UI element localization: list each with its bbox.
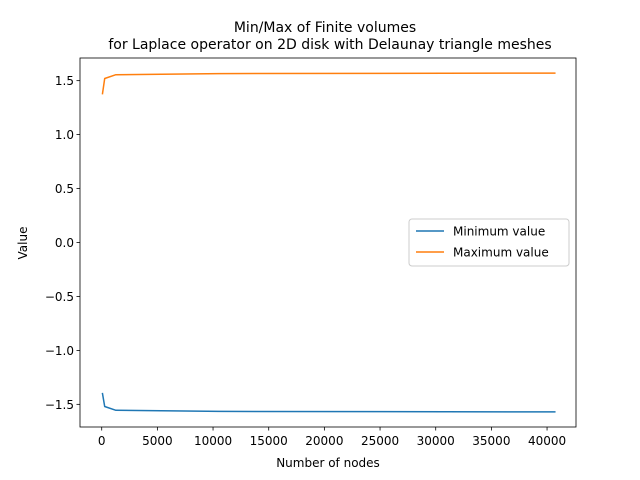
chart-subtitle: for Laplace operator on 2D disk with Del… bbox=[108, 37, 551, 53]
x-tick-label: 15000 bbox=[250, 434, 288, 448]
series-layer bbox=[101, 72, 556, 413]
y-tick-label: −1.5 bbox=[45, 398, 74, 412]
x-axis: 0 5000 10000 15000 20000 25000 30000 35000 40000 bbox=[98, 427, 566, 448]
y-tick-label: 1.5 bbox=[55, 74, 74, 88]
x-tick-label: 0 bbox=[98, 434, 106, 448]
legend-box bbox=[408, 218, 570, 267]
x-tick-label: 20000 bbox=[305, 434, 343, 448]
chart-title: Min/Max of Finite volumes bbox=[234, 20, 416, 36]
y-tick-label: −0.5 bbox=[45, 290, 74, 304]
legend: Minimum value Maximum value bbox=[408, 218, 570, 267]
x-tick-label: 10000 bbox=[194, 434, 232, 448]
x-axis-label: Number of nodes bbox=[276, 456, 380, 470]
y-tick-label: 0.5 bbox=[55, 182, 74, 196]
y-tick-label: −1.0 bbox=[45, 344, 74, 358]
x-tick-label: 30000 bbox=[417, 434, 455, 448]
series-line-minimum bbox=[101, 392, 556, 413]
x-tick-label: 5000 bbox=[142, 434, 173, 448]
legend-label: Maximum value bbox=[453, 246, 549, 260]
legend-label: Minimum value bbox=[453, 225, 545, 239]
y-axis: −1.5 −1.0 −0.5 0.0 0.5 1.0 1.5 bbox=[45, 74, 80, 412]
series-line-maximum bbox=[101, 72, 556, 95]
y-axis-label: Value bbox=[16, 227, 30, 260]
y-tick-label: 1.0 bbox=[55, 128, 74, 142]
y-tick-label: 0.0 bbox=[55, 236, 74, 250]
x-tick-label: 25000 bbox=[361, 434, 399, 448]
x-tick-label: 40000 bbox=[528, 434, 566, 448]
x-tick-label: 35000 bbox=[472, 434, 510, 448]
